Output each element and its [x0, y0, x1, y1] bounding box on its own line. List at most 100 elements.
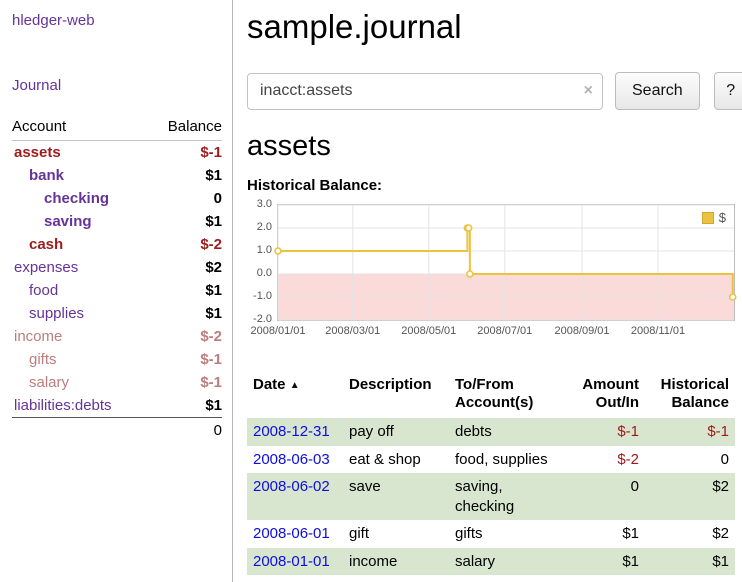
app-title-link[interactable]: hledger-web: [12, 12, 95, 29]
help-button[interactable]: ?: [713, 72, 742, 110]
transaction-description: income: [349, 552, 398, 570]
account-link[interactable]: checking: [44, 190, 110, 207]
account-balance: $-2: [200, 328, 222, 345]
transaction-accounts: gifts: [455, 525, 483, 542]
account-row: liabilities:debts $1: [12, 394, 222, 418]
chart-title: Historical Balance:: [247, 177, 383, 194]
register-row: 2008-06-03 eat & shop food, supplies $-2 0: [247, 446, 735, 474]
transaction-amount: $1: [622, 525, 639, 542]
account-balance: $1: [205, 282, 222, 299]
transaction-date-link[interactable]: 2008-01-01: [253, 552, 330, 570]
account-row: supplies $1: [12, 302, 222, 325]
account-balance: $-1: [200, 351, 222, 368]
y-axis-tick-label: 1.0: [256, 244, 272, 256]
transaction-balance: $2: [712, 478, 729, 495]
transaction-description: eat & shop: [349, 450, 421, 468]
x-axis-tick-label: 2008/07/01: [477, 325, 533, 337]
x-axis-tick-label: 2008/01/01: [250, 325, 306, 337]
account-balance: $2: [205, 259, 222, 276]
chart-legend: $: [698, 209, 729, 226]
account-balance: $1: [205, 213, 222, 230]
account-balance: 0: [213, 190, 222, 207]
register-row: 2008-12-31 pay off debts $-1 $-1: [247, 418, 735, 446]
transaction-date-link[interactable]: 2008-12-31: [253, 423, 330, 440]
y-axis-tick-label: 3.0: [256, 198, 272, 210]
account-link[interactable]: income: [14, 328, 63, 345]
accounts-header-row: Account Balance: [12, 116, 222, 141]
account-link[interactable]: food: [29, 282, 59, 299]
account-row: food $1: [12, 279, 222, 302]
account-link[interactable]: cash: [29, 236, 64, 253]
account-link[interactable]: expenses: [14, 259, 79, 276]
series-color-swatch: [701, 211, 714, 224]
register-table: Date ▲ Description To/From Account(s) Am…: [247, 374, 735, 575]
clear-search-icon[interactable]: ×: [583, 81, 593, 99]
account-balance: $-1: [200, 374, 222, 391]
account-row: salary $-1: [12, 371, 222, 394]
x-axis-tick-label: 2008/03/01: [325, 325, 381, 337]
transaction-balance: $2: [712, 525, 729, 542]
transaction-accounts: salary: [455, 552, 496, 570]
chart-x-axis: 2008/01/01 2008/03/01 2008/05/01 2008/07/01…: [247, 325, 742, 339]
transaction-amount: $-1: [617, 423, 639, 440]
account-row: checking 0: [12, 187, 222, 210]
transaction-description: save: [349, 478, 381, 495]
account-row: expenses $2: [12, 256, 222, 279]
register-header-description: Description: [349, 376, 432, 393]
search-input[interactable]: [247, 72, 603, 110]
account-balance: $-1: [200, 144, 222, 161]
account-link[interactable]: liabilities:debts: [14, 397, 112, 414]
account-link[interactable]: supplies: [29, 305, 85, 322]
search-box: ×: [247, 72, 603, 110]
accounts-total-spacer: [12, 417, 148, 442]
register-header-date: Date ▲: [247, 374, 343, 418]
transaction-balance: 0: [720, 450, 729, 468]
account-link[interactable]: bank: [29, 167, 65, 184]
transaction-date-link[interactable]: 2008-06-02: [253, 478, 330, 495]
chart-y-axis: 3.0 2.0 1.0 0.0 -1.0 -2.0: [247, 198, 275, 325]
data-point-marker: [466, 270, 474, 278]
accounts-total-row: 0: [12, 417, 222, 442]
transaction-amount: $-2: [617, 450, 639, 468]
x-axis-tick-label: 2008/05/01: [401, 325, 457, 337]
account-row: gifts $-1: [12, 348, 222, 371]
account-balance: $1: [205, 167, 222, 184]
transaction-date-link[interactable]: 2008-06-03: [253, 450, 330, 468]
y-axis-tick-label: 2.0: [256, 221, 272, 233]
account-row: income $-2: [12, 325, 222, 348]
transaction-description: pay off: [349, 423, 394, 440]
sort-ascending-icon: ▲: [289, 380, 300, 391]
account-row: saving $1: [12, 210, 222, 233]
account-link[interactable]: assets: [14, 144, 61, 161]
account-row: cash $-2: [12, 233, 222, 256]
register-row: 2008-06-01 gift gifts $1 $2: [247, 520, 735, 548]
page-title: sample.journal: [247, 8, 462, 45]
data-point-marker: [464, 224, 473, 232]
register-header-row: Date ▲ Description To/From Account(s) Am…: [247, 374, 735, 418]
transaction-date-link[interactable]: 2008-06-01: [253, 525, 330, 542]
accounts-total-value: 0: [147, 417, 222, 442]
register-row: 2008-06-02 save saving, checking 0 $2: [247, 473, 735, 520]
account-balance: $-2: [200, 236, 222, 253]
register-header-balance: Historical Balance: [660, 376, 729, 411]
accounts-table: Account Balance assets $-1 bank $1 checking 0…: [12, 116, 222, 442]
chart-canvas: [274, 204, 737, 321]
x-axis-tick-label: 2008/11/01: [630, 325, 686, 337]
account-link[interactable]: salary: [29, 374, 70, 391]
main-content: sample.journal × Search ? assets Histori…: [233, 0, 742, 582]
x-axis-tick-label: 2008/09/01: [554, 325, 610, 337]
sort-by-date-control[interactable]: Date ▲: [253, 376, 300, 393]
data-point-marker: [274, 247, 282, 255]
account-row: bank $1: [12, 164, 222, 187]
search-button[interactable]: Search: [615, 72, 700, 110]
account-link[interactable]: gifts: [29, 351, 57, 368]
historical-balance-chart: 3.0 2.0 1.0 0.0 -1.0 -2.0 $ 2008/01/01 2008/03…: [247, 198, 742, 346]
transaction-balance: $-1: [707, 423, 729, 440]
y-axis-tick-label: 0.0: [256, 267, 272, 279]
transaction-amount: 0: [630, 478, 639, 495]
account-link[interactable]: saving: [44, 213, 92, 230]
accounts-header-balance: Balance: [147, 116, 222, 141]
sidebar-item-journal[interactable]: Journal: [12, 77, 62, 94]
transaction-description: gift: [349, 525, 370, 542]
